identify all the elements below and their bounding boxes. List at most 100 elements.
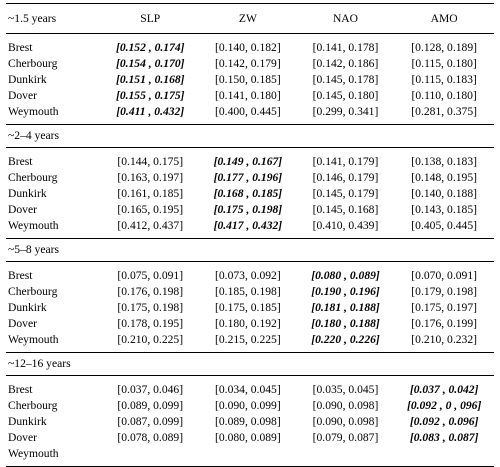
interval-value: [0.210, 0.232] xyxy=(411,333,477,346)
interval-cell: [0.299, 0.341] xyxy=(296,104,395,125)
interval-value: [0.070, 0.091] xyxy=(411,269,477,282)
site-name: Dunkirk xyxy=(8,415,47,428)
table-row: Brest [0.144, 0.175] [0.149 , 0.167] [0.141… xyxy=(6,148,494,171)
interval-cell: [0.400, 0.445] xyxy=(199,104,297,125)
interval-cell: [0.178, 0.195] xyxy=(101,316,199,332)
interval-cell: [0.146, 0.179] xyxy=(297,170,395,186)
interval-cell: [0.078, 0.089] xyxy=(101,430,199,446)
interval-cell: [0.168 , 0.185] xyxy=(199,186,297,202)
interval-cell: [0.180 , 0.188] xyxy=(297,316,395,332)
interval-cell: [0.149 , 0.167] xyxy=(199,148,297,171)
interval-cell: [0.175, 0.198] xyxy=(101,300,199,316)
interval-value: [0.146, 0.179] xyxy=(312,171,379,184)
header-period: ~1.5 years xyxy=(6,3,102,34)
interval-cell xyxy=(199,446,297,467)
site-name: Brest xyxy=(8,41,33,54)
interval-value: [0.144, 0.175] xyxy=(117,155,184,168)
interval-value: [0.087, 0.099] xyxy=(117,415,184,428)
interval-value: [0.405, 0.445] xyxy=(411,219,477,232)
interval-value: [0.400, 0.445] xyxy=(215,105,281,118)
interval-cell: [0.037, 0.046] xyxy=(101,376,199,399)
table-row: Dunkirk [0.175, 0.198] [0.175, 0.185] [0.18… xyxy=(6,300,494,316)
interval-value: [0.175, 0.197] xyxy=(411,301,477,314)
interval-cell: [0.142, 0.179] xyxy=(199,56,297,72)
interval-cell: [0.073, 0.092] xyxy=(199,262,297,285)
interval-cell: [0.144, 0.175] xyxy=(101,148,199,171)
interval-value: [0.178, 0.195] xyxy=(117,317,184,330)
interval-cell: [0.215, 0.225] xyxy=(199,332,297,353)
interval-cell: [0.035, 0.045] xyxy=(297,376,395,399)
interval-cell: [0.405, 0.445] xyxy=(394,218,494,239)
section-label: ~5–8 years xyxy=(6,238,494,262)
interval-value: [0.140, 0.182] xyxy=(215,41,281,54)
site-name: Weymouth xyxy=(6,332,102,353)
highlighted-interval: [0.092 , 0 , 096] xyxy=(406,399,482,412)
interval-value: [0.138, 0.183] xyxy=(411,155,477,168)
interval-cell xyxy=(101,446,200,467)
interval-value: [0.180, 0.192] xyxy=(215,317,281,330)
table-row: Weymouth [0.210, 0.225] [0.215, 0.225] [0.2… xyxy=(6,332,494,353)
interval-value: [0.145, 0.178] xyxy=(312,73,379,86)
section-label: ~12–16 years xyxy=(6,352,494,376)
interval-cell: [0.281, 0.375] xyxy=(394,104,494,125)
interval-value: [0.141, 0.180] xyxy=(215,89,281,102)
interval-cell xyxy=(296,446,395,467)
interval-value: [0.412, 0.437] xyxy=(117,219,184,232)
interval-value: [0.073, 0.092] xyxy=(215,269,281,282)
table-row: Cherbourg [0.176, 0.198] [0.185, 0.198] [0.… xyxy=(6,284,494,300)
header-row: ~1.5 years SLP ZW NAO AMO xyxy=(6,3,494,34)
interval-cell: [0.092 , 0 , 096] xyxy=(394,398,494,414)
table-row: Brest [0.152 , 0.174] [0.140, 0.182] [0.141… xyxy=(6,34,494,57)
table-row: Dover [0.155 , 0.175] [0.141, 0.180] [0.145… xyxy=(6,88,494,104)
interval-cell: [0.176, 0.199] xyxy=(394,316,494,332)
interval-value: [0.150, 0.185] xyxy=(215,73,281,86)
interval-value: [0.281, 0.375] xyxy=(411,105,477,118)
interval-value: [0.143, 0.185] xyxy=(411,203,477,216)
highlighted-interval: [0.220 , 0.226] xyxy=(311,333,380,346)
interval-cell xyxy=(394,446,494,467)
highlighted-interval: [0.175 , 0.198] xyxy=(213,203,283,216)
interval-cell: [0.210, 0.232] xyxy=(394,332,494,353)
site-name: Dunkirk xyxy=(8,187,47,200)
interval-cell: [0.148, 0.195] xyxy=(394,170,494,186)
site-name: Dunkirk xyxy=(8,73,47,86)
interval-value: [0.140, 0.188] xyxy=(411,187,477,200)
highlighted-interval: [0.417 , 0.432] xyxy=(213,219,283,232)
highlighted-interval: [0.190 , 0.196] xyxy=(311,285,380,298)
site-name: Brest xyxy=(8,269,33,282)
interval-cell: [0.154 , 0.170] xyxy=(101,56,199,72)
interval-value: [0.090, 0.098] xyxy=(312,415,379,428)
highlighted-interval: [0.177 , 0.196] xyxy=(213,171,283,184)
interval-cell: [0.037 , 0.042] xyxy=(394,376,494,399)
site-name: Dover xyxy=(8,317,37,330)
interval-value: [0.175, 0.198] xyxy=(117,301,184,314)
interval-cell: [0.128, 0.189] xyxy=(394,34,494,57)
table-row: Dunkirk [0.151 , 0.168] [0.150, 0.185] [0.1… xyxy=(6,72,494,88)
interval-value: [0.034, 0.045] xyxy=(215,383,281,396)
highlighted-interval: [0.180 , 0.188] xyxy=(311,317,380,330)
site-name: Dunkirk xyxy=(8,301,47,314)
section-header-row: ~5–8 years xyxy=(6,238,494,262)
interval-value: [0.142, 0.179] xyxy=(215,57,281,70)
interval-cell: [0.151 , 0.168] xyxy=(101,72,199,88)
interval-cell: [0.115, 0.180] xyxy=(394,56,494,72)
table-body: ~1.5 years SLP ZW NAO AMO Brest [0.152 , … xyxy=(6,3,494,467)
interval-cell: [0.181 , 0.188] xyxy=(297,300,395,316)
highlighted-interval: [0.152 , 0.174] xyxy=(115,41,185,54)
results-table: ~1.5 years SLP ZW NAO AMO Brest [0.152 , … xyxy=(6,3,494,467)
interval-cell: [0.410, 0.439] xyxy=(296,218,395,239)
table-row: Dunkirk [0.161, 0.185] [0.168 , 0.185] [0.1… xyxy=(6,186,494,202)
interval-cell: [0.090, 0.099] xyxy=(199,398,297,414)
interval-cell: [0.185, 0.198] xyxy=(199,284,297,300)
table-row: Dunkirk [0.087, 0.099] [0.089, 0.098] [0.09… xyxy=(6,414,494,430)
highlighted-interval: [0.080 , 0.089] xyxy=(311,269,380,282)
interval-value: [0.145, 0.179] xyxy=(312,187,379,200)
interval-value: [0.176, 0.198] xyxy=(117,285,184,298)
interval-value: [0.410, 0.439] xyxy=(312,219,379,232)
site-name: Cherbourg xyxy=(8,171,58,184)
site-name: Dover xyxy=(8,431,37,444)
interval-cell: [0.145, 0.179] xyxy=(297,186,395,202)
table-row: Weymouth xyxy=(6,446,494,467)
interval-cell: [0.175 , 0.198] xyxy=(199,202,297,218)
highlighted-interval: [0.181 , 0.188] xyxy=(311,301,380,314)
